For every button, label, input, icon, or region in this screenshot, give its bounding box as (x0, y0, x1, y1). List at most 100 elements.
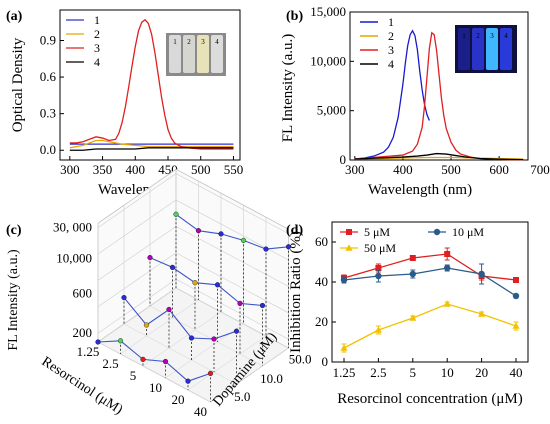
panel-b-label: (b) (286, 9, 303, 24)
panel-a-inset-photo: 1 2 3 4 (166, 33, 226, 76)
legend-label: 10 μM (452, 225, 484, 239)
row-line-dopamine-20.0 (149, 257, 263, 307)
z-tick-label: 200 (73, 325, 93, 340)
data-point-triangle (345, 244, 353, 251)
data-point-triangle (512, 322, 520, 329)
data-point (162, 358, 169, 365)
vial-4 (500, 28, 512, 70)
x-tick-label: 500 (441, 162, 461, 177)
series-line (343, 303, 517, 349)
row-line-dopamine-5.0 (97, 340, 211, 382)
resorcinol-tick-label: 5 (130, 368, 137, 383)
data-point (192, 280, 198, 286)
y-tick-label: 0.3 (40, 106, 56, 121)
resorcinol-tick-label: 2.5 (102, 356, 118, 371)
y-tick-label: 10,000 (310, 53, 346, 68)
data-point (237, 300, 243, 307)
y-tick-label: 0.9 (40, 32, 56, 47)
data-point-triangle (443, 300, 451, 307)
legend-label: 1 (388, 15, 394, 29)
x-tick-label: 10 (441, 365, 454, 380)
floor-gridline (175, 287, 289, 349)
z-tick-label: 600 (73, 286, 93, 301)
resorcinol-tick-label: 20 (172, 392, 185, 407)
vial-4 (211, 35, 223, 73)
y-tick-label: 0 (322, 354, 329, 369)
vial-1 (169, 35, 181, 73)
legend-label: 3 (94, 41, 100, 55)
data-point-square (409, 255, 416, 261)
vial-3 (197, 35, 209, 73)
y-tick-label: 20 (315, 314, 328, 329)
data-point-square (513, 277, 519, 283)
data-point (233, 328, 240, 334)
panel-c-3d-box (97, 168, 290, 403)
data-point (121, 295, 127, 301)
vial-2 (472, 28, 484, 70)
data-point (95, 339, 101, 345)
data-point-circle (409, 270, 416, 278)
dopamine-tick-label: 50.0 (289, 351, 312, 366)
data-point-circle (433, 228, 441, 236)
data-point (143, 322, 150, 328)
panel-d-series (340, 247, 520, 353)
legend-label: 4 (388, 57, 394, 71)
panel-c-drop-lines (120, 214, 289, 402)
panel-d-plot-frame (331, 221, 529, 363)
data-point-circle (478, 270, 485, 278)
dopamine-tick-label: 10.0 (260, 371, 283, 386)
data-point-circle (444, 264, 451, 272)
y-tick-label: 0 (340, 152, 347, 167)
panel-b-y-ticks: 0 5,000 10,000 15,000 (310, 4, 354, 167)
panel-a-label: (a) (6, 9, 23, 24)
vial-2-label: 2 (476, 32, 480, 40)
legend-label: 1 (94, 13, 100, 27)
panel-b-y-axis-label: FL Intensity (a.u.) (280, 34, 296, 143)
data-point (169, 264, 176, 271)
data-point-triangle (374, 326, 382, 333)
y-tick-label: 0.6 (40, 69, 57, 84)
x-tick-label: 400 (126, 162, 146, 177)
data-point (263, 246, 269, 252)
data-point (218, 231, 224, 237)
vial-3-label: 3 (201, 38, 205, 46)
x-tick-label: 350 (93, 162, 113, 177)
x-tick-label: 300 (345, 162, 365, 177)
y-tick-label: 60 (315, 234, 328, 249)
series-line (343, 267, 517, 297)
series-line-2 (69, 139, 234, 149)
vial-4-label: 4 (504, 32, 508, 40)
vial-2 (183, 35, 195, 73)
x-tick-label: 1.25 (333, 365, 356, 380)
dopamine-tick-label: 5.0 (234, 389, 250, 404)
data-point (285, 244, 292, 250)
data-point-triangle (409, 314, 417, 321)
floor-gridline (149, 305, 263, 367)
panel-b-series-lines (354, 29, 524, 161)
floor-gridline (142, 311, 222, 367)
data-point (207, 370, 214, 377)
data-point (173, 211, 179, 217)
floor-gridline (210, 347, 289, 403)
panel-a-x-ticks: 300 350 400 450 500 550 (60, 156, 243, 177)
vial-1 (458, 28, 470, 70)
data-point-triangle (340, 344, 348, 351)
floor-gridline (187, 335, 267, 391)
x-tick-label: 400 (393, 162, 413, 177)
panel-a: (a) 300 350 400 450 500 550 0.00.30.60.9 Wave… (6, 9, 243, 198)
floor-gridline (97, 287, 177, 343)
y-tick-label: 15,000 (310, 4, 346, 19)
panel-b-inset-photo: 1 2 3 4 (455, 25, 517, 73)
panel-b-plot-frame (349, 11, 529, 161)
x-tick-label: 300 (60, 162, 80, 177)
data-point (185, 378, 191, 384)
panel-d-y-axis-label: Inhibition Ratio (%) (288, 231, 304, 353)
data-point (240, 237, 247, 244)
x-tick-label: 700 (530, 162, 550, 177)
panel-c: (c) 200 600 10,000 30, 000 1.252.5 5 10 20 40 5… (6, 168, 312, 419)
floor-gridline (123, 323, 237, 385)
data-point-square (444, 251, 451, 257)
panel-c-data-points (95, 211, 292, 384)
